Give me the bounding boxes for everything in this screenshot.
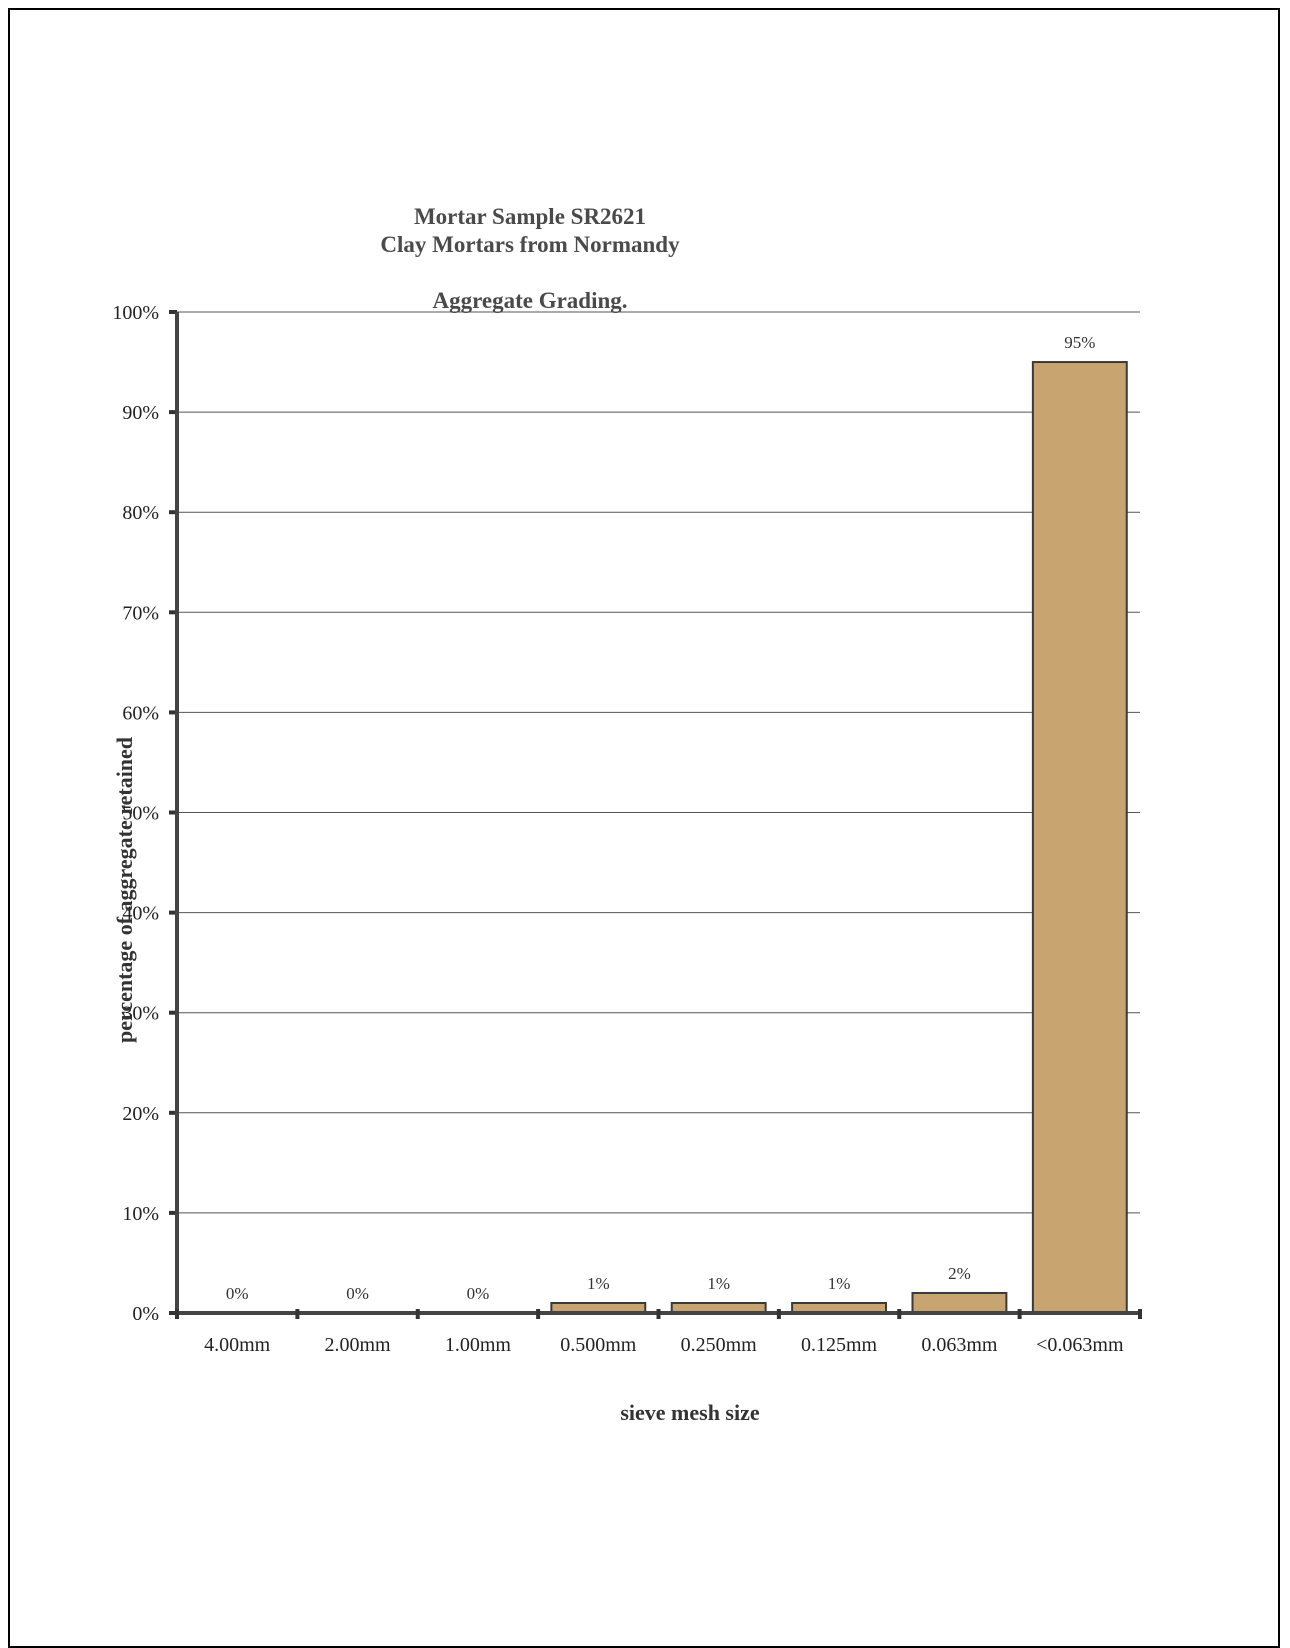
x-tick-label: 2.00mm [325, 1334, 392, 1356]
x-tick-label: 0.063mm [921, 1334, 998, 1356]
y-tick-label: 70% [122, 602, 159, 624]
y-tick-label: 40% [122, 903, 159, 925]
y-tick-label: 80% [122, 502, 159, 524]
chart-title-line-2: Clay Mortars from Normandy [380, 232, 680, 257]
y-axis-title: percentage of aggregate retained [112, 737, 137, 1043]
y-tick-labels: 0% 10% 20% 30% 40% 50% 60% 70% 80% 90% 100% [112, 302, 159, 1325]
x-tick-label: 0.125mm [801, 1334, 878, 1356]
data-label: 1% [587, 1274, 610, 1293]
chart-title-line-1: Mortar Sample SR2621 [414, 204, 646, 229]
y-tick-label: 90% [122, 402, 159, 424]
data-label: 1% [828, 1274, 851, 1293]
data-label: 0% [467, 1284, 490, 1303]
data-labels: 0% 0% 0% 1% 1% 1% 2% 95% [226, 333, 1096, 1303]
data-label: 0% [226, 1284, 249, 1303]
x-tick-label: 1.00mm [445, 1334, 512, 1356]
chart-subtitle: Aggregate Grading. [432, 288, 627, 313]
y-tick-label: 10% [122, 1203, 159, 1225]
y-tick-label: 60% [122, 702, 159, 724]
x-tick-label: 0.250mm [681, 1334, 758, 1356]
data-label: 95% [1064, 333, 1095, 352]
x-tick-label: <0.063mm [1036, 1334, 1124, 1356]
axes [169, 310, 1142, 1319]
bar [1031, 361, 1128, 1314]
x-tick-label: 0.500mm [560, 1334, 637, 1356]
data-label: 0% [346, 1284, 369, 1303]
bar [911, 1291, 1008, 1314]
data-label: 1% [707, 1274, 730, 1293]
x-axis-title: sieve mesh size [620, 1400, 760, 1425]
y-tick-label: 30% [122, 1003, 159, 1025]
y-tick-label: 20% [122, 1103, 159, 1125]
bars [550, 361, 1128, 1314]
x-tick-labels: 4.00mm 2.00mm 1.00mm 0.500mm 0.250mm 0.125mm 0… [204, 1334, 1124, 1356]
y-tick-label: 50% [122, 803, 159, 825]
y-tick-label: 0% [132, 1303, 159, 1325]
gridlines [177, 311, 1140, 1214]
data-label: 2% [948, 1264, 971, 1283]
x-tick-label: 4.00mm [204, 1334, 271, 1356]
y-tick-label: 100% [112, 302, 159, 324]
